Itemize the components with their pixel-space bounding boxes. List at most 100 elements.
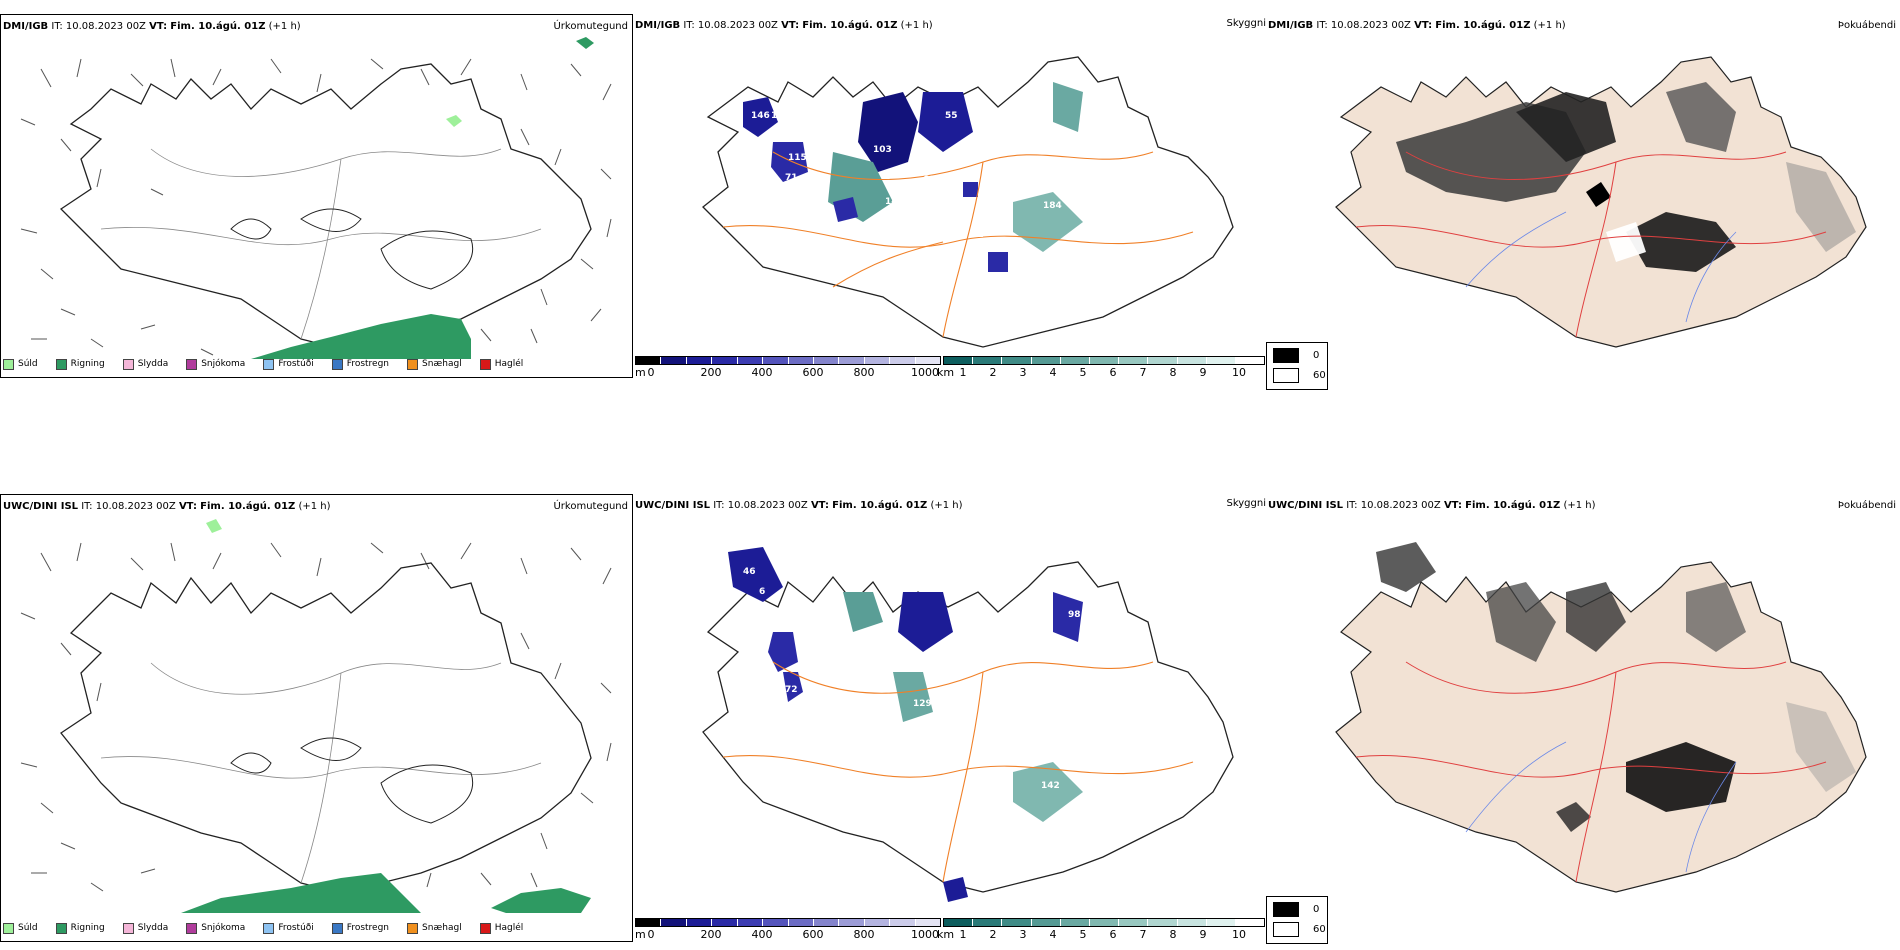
wind-barbs xyxy=(20,542,612,892)
iceland-coastline xyxy=(702,561,1234,893)
model-name: DMI/IGB xyxy=(635,20,681,31)
cloudbase-scale-row2: m 0 200 400 600 800 1000 xyxy=(635,918,941,946)
tick: 9 xyxy=(1199,928,1207,941)
tick: 1 xyxy=(959,928,967,941)
tick: 200 xyxy=(700,928,722,941)
precip-map-svg xyxy=(20,37,612,359)
vis-label: 51 xyxy=(971,230,984,240)
vis-label: 6 xyxy=(759,587,765,597)
scale-unit: km xyxy=(937,928,955,941)
vis-labels: 46 6 72 129 98 142 185 xyxy=(743,567,1152,791)
vis-label: 263 xyxy=(1058,265,1077,275)
legend-item: Frostúði xyxy=(263,358,314,370)
vt-label: VT: xyxy=(1414,20,1433,31)
visibility-map-svg: 146 189 115 71 103 142 68 57 55 51 96 18… xyxy=(702,56,1234,348)
header-row2-fog: UWC/DINI ISL IT: 10.08.2023 00Z VT: Fim.… xyxy=(1268,500,1596,512)
vt-label: VT: xyxy=(149,21,168,32)
it-value: 10.08.2023 00Z xyxy=(697,20,778,31)
rain-area xyxy=(181,873,421,913)
iceland-land xyxy=(1335,561,1867,893)
fog-map-svg xyxy=(1335,542,1867,893)
rain-area xyxy=(251,314,471,359)
header-row1-precip: DMI/IGB IT: 10.08.2023 00Z VT: Fim. 10.á… xyxy=(3,21,301,33)
vis-label: 189 xyxy=(771,111,790,121)
scale-unit: m xyxy=(635,928,646,941)
vt-label: VT: xyxy=(1443,500,1462,511)
cloudbase-scale-row1: m 0 200 400 600 800 1000 xyxy=(635,356,941,384)
drizzle-area xyxy=(206,519,222,533)
tick: 6 xyxy=(1109,366,1117,379)
vt-value: Fim. 10.ágú. 01Z xyxy=(170,21,266,32)
tick: 6 xyxy=(1109,928,1117,941)
legend-item: Súld xyxy=(3,922,38,934)
legend-item: Haglél xyxy=(479,922,523,934)
precip-map-svg xyxy=(20,519,612,913)
tick: 8 xyxy=(1169,928,1177,941)
roads-gray xyxy=(100,148,542,340)
fog-legend-row1: 0 60 xyxy=(1266,342,1328,390)
visibility-scale-row1: km 1 2 3 4 5 6 7 8 9 10 xyxy=(937,356,1265,384)
tick: 1000 xyxy=(911,928,939,941)
fog-areas xyxy=(1396,82,1856,272)
roads xyxy=(1355,661,1827,883)
tick: 3 xyxy=(1019,928,1027,941)
legend-item: Snjókoma xyxy=(186,922,245,934)
iceland-coastline xyxy=(702,56,1234,348)
glaciers xyxy=(230,208,473,290)
model-name: UWC/DINI ISL xyxy=(635,500,711,511)
model-name: UWC/DINI ISL xyxy=(3,501,79,512)
scale-unit: m xyxy=(635,366,646,379)
vt-label: VT: xyxy=(178,501,197,512)
rain-area-east xyxy=(491,888,591,913)
tick: 9 xyxy=(1199,366,1207,379)
legend-item: Frostúði xyxy=(263,922,314,934)
tick: 3 xyxy=(1019,366,1027,379)
lead-offset: (+1 h) xyxy=(268,21,301,32)
visibility-map-row2: UWC/DINI ISL IT: 10.08.2023 00Z VT: Fim.… xyxy=(633,494,1268,942)
vis-label: 185 xyxy=(1133,741,1152,751)
it-label: IT: xyxy=(683,20,695,31)
vis-label: 103 xyxy=(873,145,892,155)
roads xyxy=(722,661,1194,883)
legend-item: Súld xyxy=(3,358,38,370)
it-label: IT: xyxy=(1316,20,1328,31)
tick: 200 xyxy=(700,366,722,379)
fog-legend-row2: 0 60 xyxy=(1266,896,1328,944)
lead-offset: (+1 h) xyxy=(298,501,331,512)
vt-value: Fim. 10.ágú. 01Z xyxy=(1435,20,1531,31)
row2: UWC/DINI ISL IT: 10.08.2023 00Z VT: Fim.… xyxy=(0,492,1900,944)
tick: 800 xyxy=(853,366,875,379)
model-name: UWC/DINI ISL xyxy=(1268,500,1344,511)
header-row2-precip: UWC/DINI ISL IT: 10.08.2023 00Z VT: Fim.… xyxy=(3,501,331,513)
fog-legend-label: 0 xyxy=(1313,904,1320,915)
vt-label: VT: xyxy=(781,20,800,31)
scale-unit: km xyxy=(937,366,955,379)
tick: 5 xyxy=(1079,928,1087,941)
fog-swatch xyxy=(1273,348,1299,363)
legend-item: Haglél xyxy=(479,358,523,370)
lead-offset: (+1 h) xyxy=(1533,20,1566,31)
fog-swatch xyxy=(1273,902,1299,917)
vis-label: 142 xyxy=(1041,781,1060,791)
iceland-coastline xyxy=(60,562,592,894)
legend-item: Rigning xyxy=(55,358,105,370)
tick: 400 xyxy=(751,928,773,941)
it-label: IT: xyxy=(1346,500,1358,511)
vt-value: Fim. 10.ágú. 01Z xyxy=(1465,500,1561,511)
tick: 1 xyxy=(959,366,967,379)
tick: 4 xyxy=(1049,928,1057,941)
precip-map-row2: UWC/DINI ISL IT: 10.08.2023 00Z VT: Fim.… xyxy=(0,494,633,942)
tick: 400 xyxy=(751,366,773,379)
tick: 2 xyxy=(989,366,997,379)
tick: 7 xyxy=(1139,366,1147,379)
legend-item: Frostregn xyxy=(331,922,389,934)
vis-label: 68 xyxy=(923,175,936,185)
vis-label: 72 xyxy=(785,685,798,695)
tick: 600 xyxy=(802,366,824,379)
fog-legend-label: 60 xyxy=(1313,924,1326,935)
precip-legend-row2: Súld Rigning Slydda Snjókoma Frostúði Fr… xyxy=(3,917,535,939)
visibility-map-row1: DMI/IGB IT: 10.08.2023 00Z VT: Fim. 10.á… xyxy=(633,14,1268,380)
visibility-scale-row2: km 1 2 3 4 5 6 7 8 9 10 xyxy=(937,918,1265,946)
fog-map-row2: UWC/DINI ISL IT: 10.08.2023 00Z VT: Fim.… xyxy=(1266,494,1900,942)
tick: 1000 xyxy=(911,366,939,379)
